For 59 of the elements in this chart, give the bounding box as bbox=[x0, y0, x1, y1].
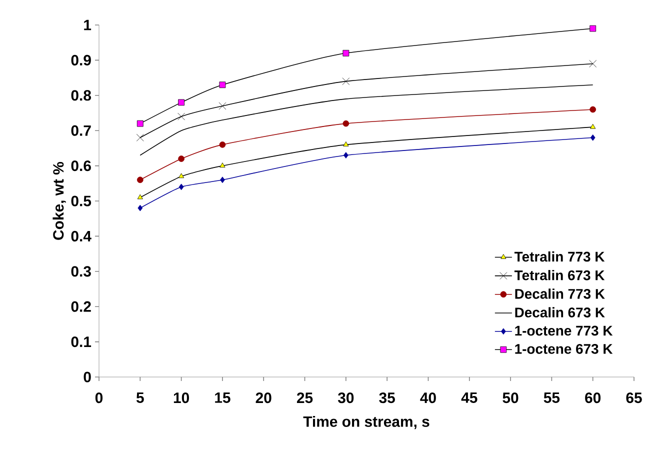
y-tick-label: 0.2 bbox=[71, 301, 91, 312]
x-tick-label: 60 bbox=[585, 392, 601, 404]
y-tick-label: 0.7 bbox=[71, 125, 91, 136]
x-tick-label: 10 bbox=[174, 392, 189, 404]
x-tick-label: 0 bbox=[95, 392, 103, 404]
point bbox=[220, 176, 225, 184]
point bbox=[218, 102, 226, 110]
y-tick-label: 0.8 bbox=[71, 90, 92, 101]
point bbox=[178, 156, 184, 162]
legend-label: Decalin 773 K bbox=[515, 288, 605, 299]
x-tick-label: 20 bbox=[256, 392, 272, 404]
x-tick-label: 30 bbox=[338, 392, 354, 404]
y-tick-label: 0.4 bbox=[71, 230, 92, 242]
point bbox=[342, 120, 350, 127]
point bbox=[219, 141, 226, 148]
point bbox=[589, 60, 597, 68]
y-tick-label: 0.6 bbox=[71, 160, 91, 172]
point bbox=[138, 204, 143, 212]
y-tick-label: 0.5 bbox=[71, 196, 92, 206]
legend-label: Tetralin 673 K bbox=[514, 270, 605, 280]
y-tick-label: 1 bbox=[84, 20, 92, 30]
point bbox=[590, 134, 596, 141]
point bbox=[219, 82, 226, 88]
line-series bbox=[140, 84, 594, 156]
y-axis-title: Coke, wt % bbox=[52, 162, 66, 240]
point bbox=[178, 112, 186, 120]
legend-label: Decalin 673 K bbox=[515, 307, 605, 318]
x-tick-label: 15 bbox=[215, 392, 230, 403]
point bbox=[136, 176, 144, 184]
x-tick-label: 45 bbox=[461, 392, 478, 403]
y-tick-label: 0 bbox=[84, 372, 91, 382]
legend-label: Tetralin 773 K bbox=[514, 251, 605, 262]
x-tick-label: 50 bbox=[502, 392, 518, 404]
x-tick-label: 5 bbox=[136, 392, 144, 403]
point bbox=[590, 106, 596, 113]
point bbox=[137, 194, 143, 200]
point bbox=[136, 120, 144, 127]
point bbox=[342, 50, 350, 56]
x-tick-label: 55 bbox=[544, 392, 560, 403]
legend-label: 1-octene 673 K bbox=[515, 344, 613, 354]
point bbox=[343, 152, 348, 158]
y-tick-label: 0.3 bbox=[71, 266, 91, 277]
x-tick-label: 65 bbox=[626, 392, 642, 404]
point bbox=[178, 99, 184, 106]
point bbox=[590, 25, 596, 32]
point bbox=[342, 78, 350, 86]
point bbox=[136, 134, 144, 142]
y-tick-label: 0.9 bbox=[71, 54, 91, 66]
point bbox=[343, 141, 349, 146]
x-axis-title: Time on stream, s bbox=[303, 416, 430, 430]
x-tick-label: 40 bbox=[420, 392, 436, 404]
y-tick-label: 0.1 bbox=[71, 336, 92, 348]
point bbox=[178, 173, 184, 178]
point bbox=[178, 184, 184, 190]
x-tick-label: 25 bbox=[296, 392, 313, 404]
point bbox=[220, 162, 226, 168]
legend-label: 1-octene 773 K bbox=[515, 326, 613, 336]
point bbox=[590, 124, 596, 129]
x-tick-label: 35 bbox=[379, 392, 395, 404]
